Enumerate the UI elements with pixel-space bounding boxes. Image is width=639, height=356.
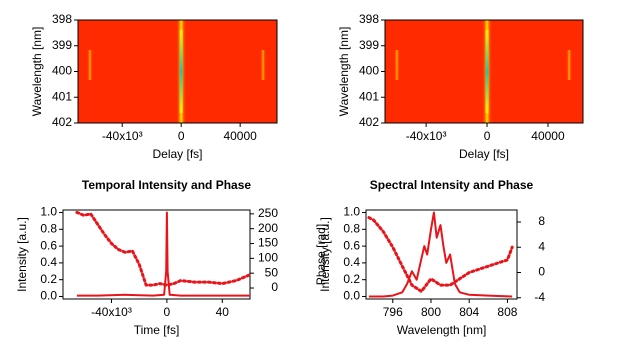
y-tick-label: 0.0 bbox=[40, 289, 57, 303]
y-tick-label: 401 bbox=[52, 89, 72, 103]
y2-tick-label: 250 bbox=[258, 206, 278, 220]
x-tick-label: -40x10³ bbox=[406, 129, 447, 143]
y-tick-label: 399 bbox=[52, 38, 72, 52]
y2-tick-label: 0 bbox=[271, 280, 278, 294]
y-tick-label: 0.6 bbox=[40, 238, 57, 252]
y-tick-label: 0.6 bbox=[343, 238, 360, 252]
x-tick-label: 808 bbox=[497, 305, 517, 319]
y-tick-label: 0.4 bbox=[40, 255, 57, 269]
y2-tick-label: 50 bbox=[265, 265, 279, 279]
y-tick-label: 398 bbox=[359, 12, 379, 26]
x-tick-label: 40000 bbox=[531, 129, 565, 143]
y-tick-label: 401 bbox=[359, 89, 379, 103]
y-tick-label: 399 bbox=[359, 38, 379, 52]
y2-tick-label: 4 bbox=[538, 239, 545, 253]
y-tick-label: 0.0 bbox=[343, 289, 360, 303]
heatmap-side bbox=[86, 50, 93, 80]
x-axis-label: Delay [fs] bbox=[152, 147, 202, 161]
y2-tick-label: 150 bbox=[258, 236, 278, 250]
y-tick-label: 1.0 bbox=[343, 205, 360, 219]
y-tick-label: 400 bbox=[359, 64, 379, 78]
x-axis-label: Delay [fs] bbox=[459, 147, 509, 161]
heatmap-side bbox=[260, 50, 267, 80]
x-tick-label: 40000 bbox=[223, 129, 257, 143]
plot-frame bbox=[62, 209, 251, 300]
phase-line bbox=[75, 210, 252, 287]
x-tick-label: 0 bbox=[178, 129, 185, 143]
y-tick-label: 0.8 bbox=[40, 221, 57, 235]
x-tick-label: 0 bbox=[164, 305, 171, 319]
x-tick-label: 40 bbox=[216, 305, 230, 319]
phase-line bbox=[367, 216, 514, 293]
x-tick-label: 800 bbox=[421, 305, 441, 319]
x-axis-label: Time [fs] bbox=[134, 323, 180, 337]
y-axis-label: Wavelength [nm] bbox=[337, 27, 351, 117]
chart-title: Temporal Intensity and Phase bbox=[82, 178, 251, 192]
y-tick-label: 402 bbox=[52, 115, 72, 129]
y2-tick-label: 8 bbox=[538, 214, 545, 228]
y2-tick-label: 200 bbox=[258, 221, 278, 235]
y-tick-label: 398 bbox=[52, 12, 72, 26]
x-axis-label: Wavelength [nm] bbox=[397, 323, 487, 337]
y-tick-label: 0.4 bbox=[343, 255, 360, 269]
heatmap-side bbox=[393, 50, 400, 80]
heatmap-core bbox=[485, 30, 489, 113]
y-axis-label: Intensity [a.u.] bbox=[318, 217, 332, 292]
x-tick-label: -40x10³ bbox=[102, 129, 143, 143]
y2-tick-label: 100 bbox=[258, 251, 278, 265]
heatmap-core bbox=[179, 30, 183, 113]
y-tick-label: 0.8 bbox=[343, 221, 360, 235]
intensity-line bbox=[368, 211, 513, 298]
y-axis-label: Wavelength [nm] bbox=[30, 27, 44, 117]
y-tick-label: 400 bbox=[52, 64, 72, 78]
y2-axis-label: Phase [rad] bbox=[314, 224, 328, 285]
x-tick-label: 804 bbox=[459, 305, 479, 319]
y2-tick-label: -4 bbox=[534, 290, 545, 304]
heatmap-side bbox=[566, 50, 573, 80]
x-tick-label: -40x10³ bbox=[91, 305, 132, 319]
y-tick-label: 402 bbox=[359, 115, 379, 129]
plot-frame bbox=[365, 209, 518, 300]
chart-title: Spectral Intensity and Phase bbox=[370, 178, 534, 192]
y2-tick-label: 0 bbox=[538, 265, 545, 279]
y-tick-label: 0.2 bbox=[40, 272, 57, 286]
x-tick-label: 796 bbox=[383, 305, 403, 319]
intensity-line bbox=[76, 211, 250, 297]
y-axis-label: Intensity [a.u.] bbox=[15, 217, 29, 292]
x-tick-label: 0 bbox=[484, 129, 491, 143]
y-tick-label: 0.2 bbox=[343, 272, 360, 286]
y-tick-label: 1.0 bbox=[40, 205, 57, 219]
